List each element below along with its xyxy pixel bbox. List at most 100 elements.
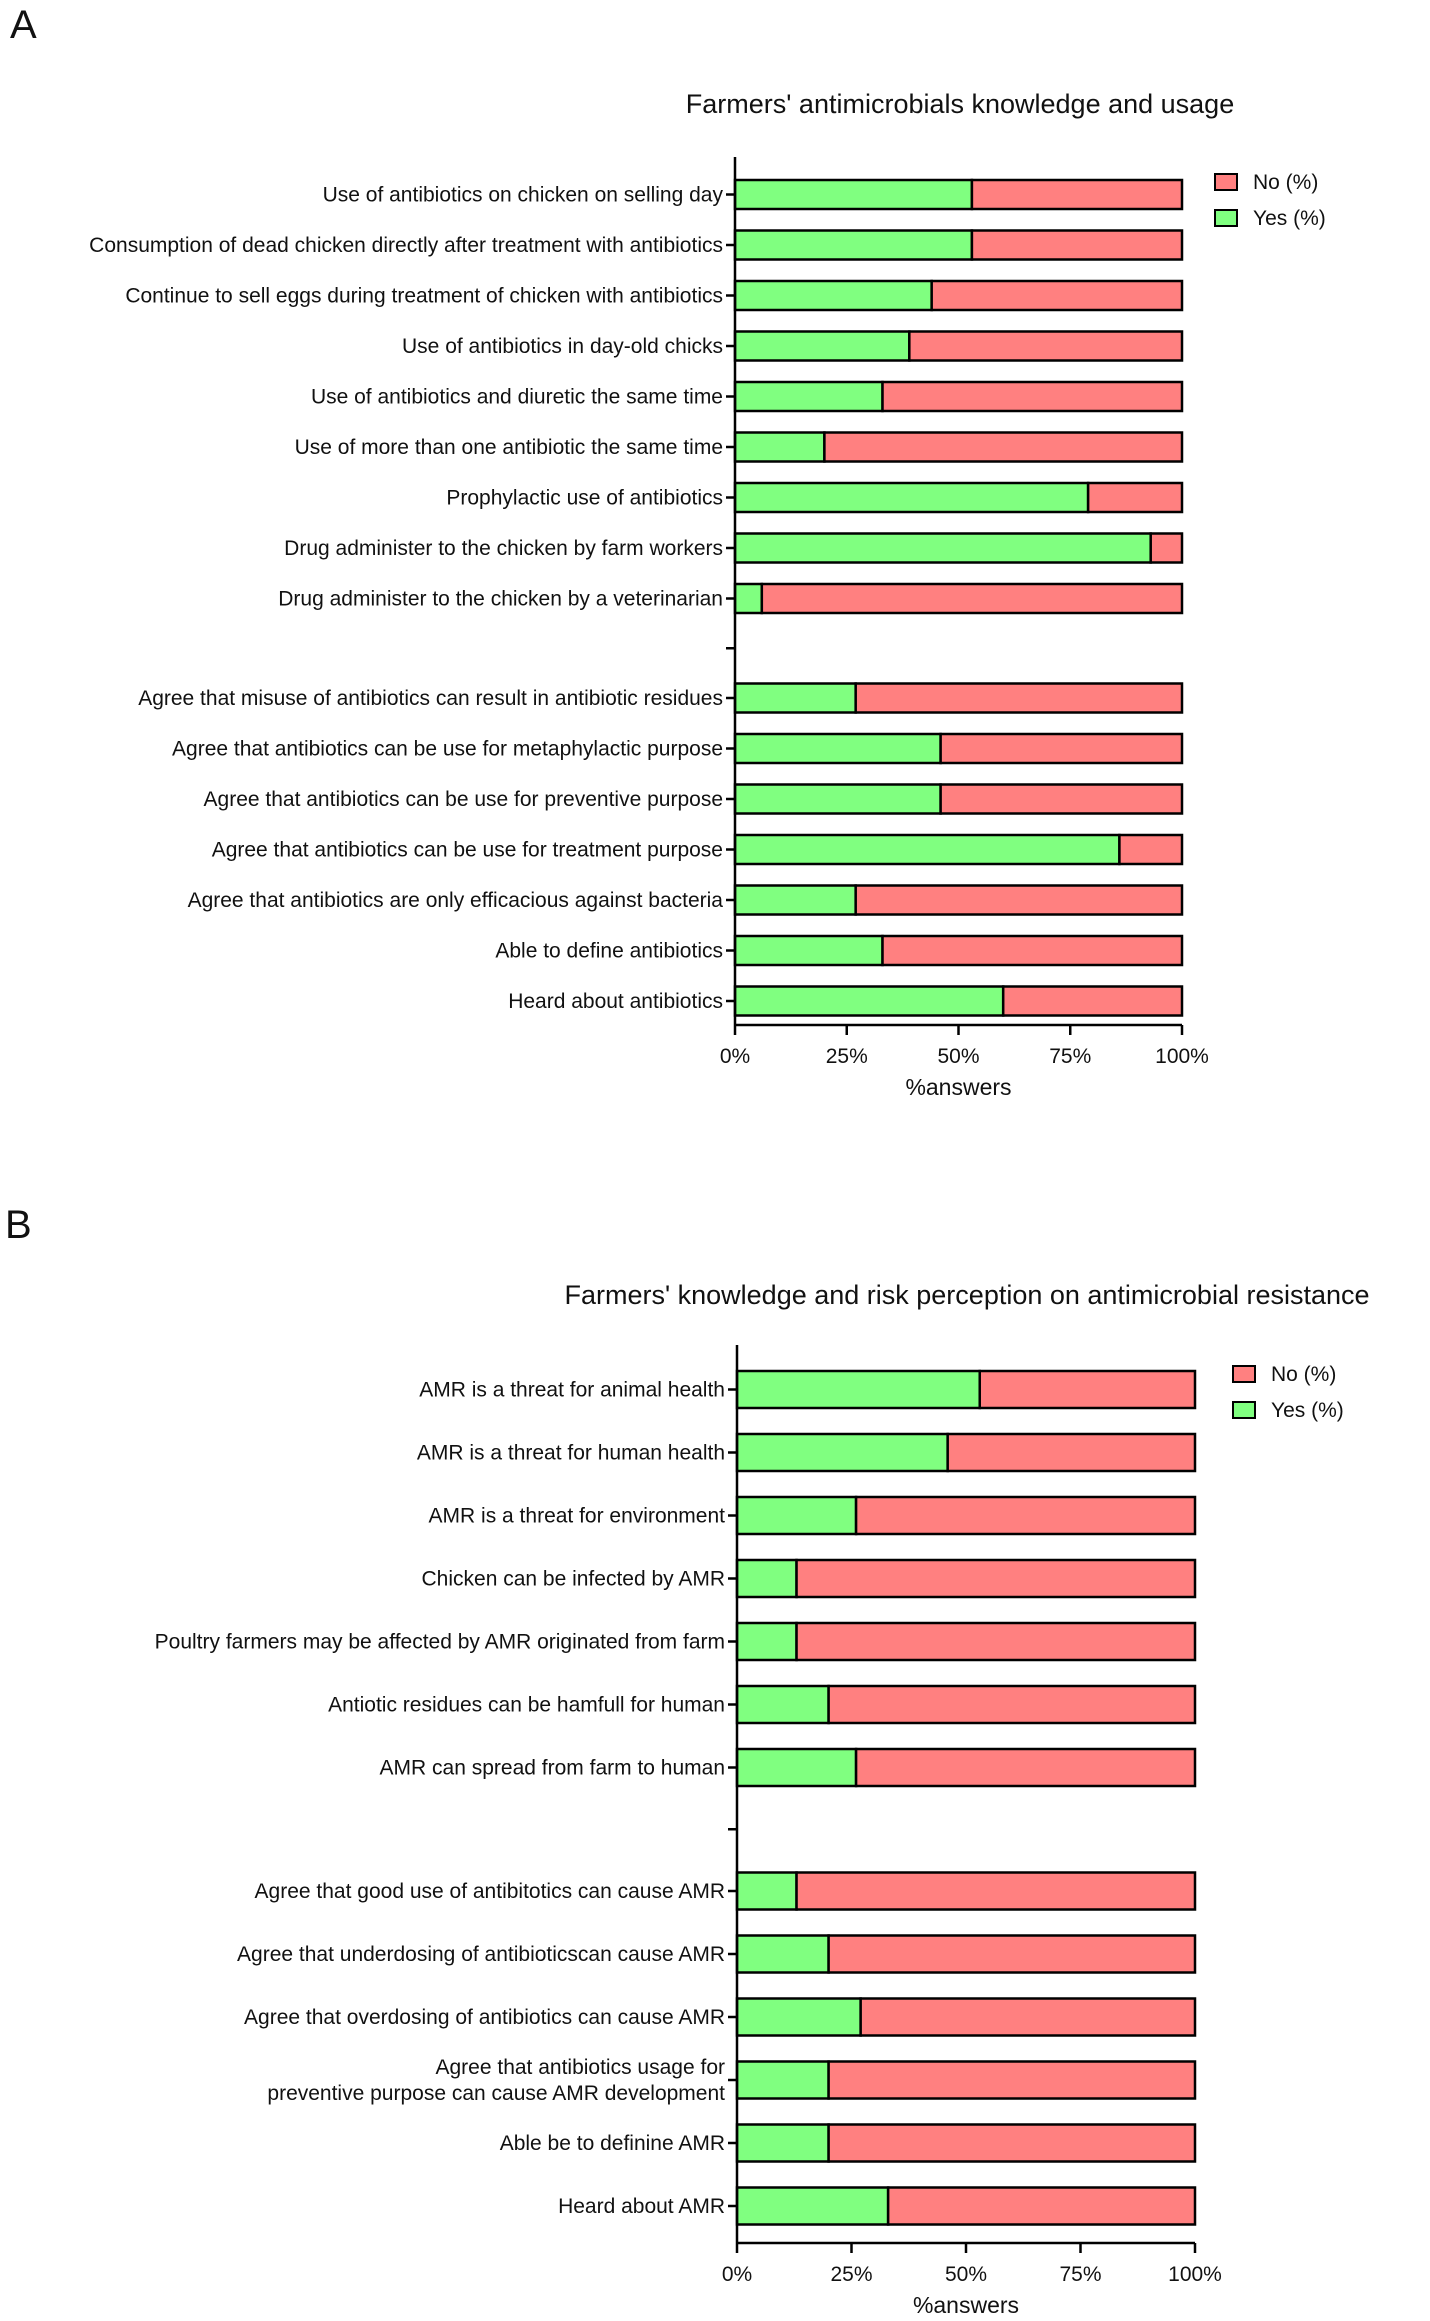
panel-letter: A xyxy=(10,3,37,47)
bar-no xyxy=(1118,833,1184,866)
bar-yes xyxy=(733,985,1005,1017)
category-label: Agree that antibiotics can be use for tr… xyxy=(212,839,723,862)
bar-no xyxy=(1086,481,1184,514)
bar-yes xyxy=(735,1747,858,1788)
category-label: AMR can spread from farm to human xyxy=(380,1757,725,1780)
bar-no xyxy=(881,380,1184,413)
category-label: Agree that underdosing of antibioticscan… xyxy=(237,1943,725,1966)
bar-no xyxy=(854,1747,1197,1788)
bar-no xyxy=(946,1432,1197,1473)
bar-yes xyxy=(735,1684,830,1725)
bar-yes xyxy=(735,1934,830,1974)
category-label: Able be to definine AMR xyxy=(500,2132,725,2155)
bar-no xyxy=(760,582,1184,615)
bar-no xyxy=(939,732,1184,765)
bar-yes xyxy=(733,178,974,211)
bar-yes xyxy=(733,783,942,815)
x-tick-label: 100% xyxy=(1168,2263,1222,2286)
category-label: Chicken can be infected by AMR xyxy=(422,1568,726,1591)
bar-no xyxy=(939,783,1184,815)
legend: No (%) Yes (%) xyxy=(1232,1363,1344,1422)
bar-yes xyxy=(733,481,1090,514)
bar-no xyxy=(1149,532,1184,564)
bar-yes xyxy=(733,732,942,765)
bar-yes xyxy=(733,431,826,463)
bar-no xyxy=(881,934,1184,967)
x-tick-label: 75% xyxy=(1049,1045,1091,1068)
bar-yes xyxy=(733,279,933,312)
x-tick-label: 100% xyxy=(1155,1045,1209,1068)
bar-no xyxy=(827,1684,1197,1725)
bar-no xyxy=(908,330,1184,362)
bar-yes xyxy=(733,682,857,714)
legend-label-no: No (%) xyxy=(1253,171,1318,194)
category-label: Antiotic residues can be hamfull for hum… xyxy=(328,1694,725,1717)
bar-yes xyxy=(733,229,974,261)
x-tick-label: 75% xyxy=(1059,2263,1101,2286)
category-label: Prophylactic use of antibiotics xyxy=(446,487,723,510)
chart-title: Farmers' antimicrobials knowledge and us… xyxy=(686,89,1234,119)
category-label: Agree that antibiotics usage for xyxy=(435,2056,725,2079)
bar-no xyxy=(978,1369,1197,1410)
bar-no xyxy=(886,2186,1197,2226)
category-label: Agree that misuse of antibiotics can res… xyxy=(138,687,723,710)
bar-no xyxy=(854,1495,1197,1536)
bar-yes xyxy=(735,1495,858,1536)
category-label: preventive purpose can cause AMR develop… xyxy=(267,2082,725,2105)
chart-panel-b: B Farmers' knowledge and risk perception … xyxy=(5,1203,1370,2318)
category-label: Use of more than one antibiotic the same… xyxy=(295,436,723,459)
x-tick-label: 0% xyxy=(720,1045,750,1068)
chart-title: Farmers' knowledge and risk perception o… xyxy=(564,1280,1369,1310)
x-axis-label: %answers xyxy=(913,2292,1019,2318)
category-label: Agree that overdosing of antibiotics can… xyxy=(244,2006,725,2029)
category-label: Agree that antibiotics are only efficaci… xyxy=(188,889,724,912)
bar-yes xyxy=(733,582,764,615)
legend-swatch-no xyxy=(1232,1365,1256,1383)
bar-no xyxy=(827,2123,1197,2163)
category-label: Heard about AMR xyxy=(558,2195,725,2218)
bar-no xyxy=(970,178,1184,211)
category-label: Drug administer to the chicken by a vete… xyxy=(278,588,723,611)
chart-panel-a: A Farmers' antimicrobials knowledge and u… xyxy=(10,3,1326,1100)
category-label: Able to define antibiotics xyxy=(495,940,723,963)
category-label: Agree that antibiotics can be use for pr… xyxy=(204,788,723,811)
bar-no xyxy=(859,1997,1197,2037)
bar-yes xyxy=(733,380,884,413)
category-label: Poultry farmers may be affected by AMR o… xyxy=(155,1631,725,1654)
bar-yes xyxy=(735,1997,862,2037)
legend-swatch-yes xyxy=(1232,1401,1256,1419)
bar-no xyxy=(930,279,1184,312)
category-label: Agree that antibiotics can be use for me… xyxy=(172,738,723,761)
bar-no xyxy=(823,431,1184,463)
bar-yes xyxy=(735,2060,830,2100)
bar-yes xyxy=(735,2123,830,2163)
legend-label-no: No (%) xyxy=(1271,1363,1336,1386)
category-label: Agree that good use of antibitotics can … xyxy=(255,1880,725,1903)
bar-yes xyxy=(735,1558,798,1599)
bar-no xyxy=(827,2060,1197,2100)
bar-yes xyxy=(733,884,857,916)
category-label: Continue to sell eggs during treatment o… xyxy=(125,285,723,308)
category-label: Use of antibiotics on chicken on selling… xyxy=(323,184,724,207)
bar-no xyxy=(854,682,1184,714)
legend-swatch-no xyxy=(1214,173,1238,191)
bar-no xyxy=(795,1558,1197,1599)
category-label: AMR is a threat for animal health xyxy=(419,1379,725,1402)
x-axis-label: %answers xyxy=(905,1074,1011,1100)
bar-no xyxy=(970,229,1184,261)
bar-yes xyxy=(735,1369,981,1410)
bar-yes xyxy=(733,934,884,967)
bar-yes xyxy=(733,833,1121,866)
bar-yes xyxy=(735,2186,890,2226)
category-label: Heard about antibiotics xyxy=(508,990,723,1013)
bar-no xyxy=(1001,985,1184,1017)
bar-no xyxy=(854,884,1184,916)
category-label: Use of antibiotics and diuretic the same… xyxy=(311,386,723,409)
legend-swatch-yes xyxy=(1214,209,1238,227)
bar-yes xyxy=(733,330,911,362)
x-tick-label: 0% xyxy=(722,2263,752,2286)
category-label: Drug administer to the chicken by farm w… xyxy=(284,537,723,560)
x-tick-label: 25% xyxy=(826,1045,868,1068)
panel-letter: B xyxy=(5,1203,32,1247)
